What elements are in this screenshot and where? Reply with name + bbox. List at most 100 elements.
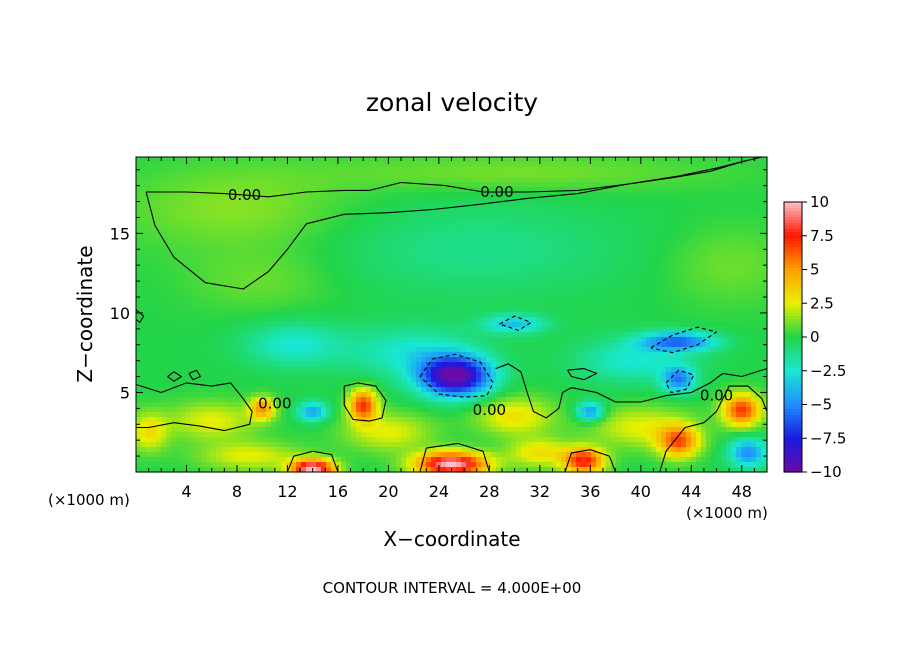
field-cell bbox=[231, 237, 237, 243]
field-cell bbox=[416, 252, 422, 258]
field-cell bbox=[556, 302, 562, 308]
field-cell bbox=[286, 157, 292, 163]
field-cell bbox=[401, 302, 407, 308]
field-cell bbox=[206, 182, 212, 188]
field-cell bbox=[201, 287, 207, 293]
field-cell bbox=[581, 307, 587, 313]
field-cell bbox=[331, 347, 337, 353]
field-cell bbox=[266, 302, 272, 308]
field-cell bbox=[246, 297, 252, 303]
field-cell bbox=[146, 222, 152, 228]
field-cell bbox=[406, 307, 412, 313]
field-cell bbox=[756, 247, 762, 253]
field-cell bbox=[401, 332, 407, 338]
field-cell bbox=[281, 282, 287, 288]
field-cell bbox=[721, 232, 727, 238]
field-cell bbox=[496, 232, 502, 238]
field-cell bbox=[551, 222, 557, 228]
field-cell bbox=[331, 157, 337, 163]
field-cell bbox=[401, 292, 407, 298]
field-cell bbox=[256, 327, 262, 333]
field-cell bbox=[661, 327, 667, 333]
field-cell bbox=[511, 297, 517, 303]
field-cell bbox=[246, 212, 252, 218]
field-cell bbox=[711, 242, 717, 248]
field-cell bbox=[676, 322, 682, 328]
field-cell bbox=[406, 287, 412, 293]
field-cell bbox=[226, 327, 232, 333]
field-cell bbox=[151, 267, 157, 273]
field-cell bbox=[496, 322, 502, 328]
field-cell bbox=[701, 182, 707, 188]
field-cell bbox=[691, 222, 697, 228]
field-cell bbox=[691, 257, 697, 263]
field-cell bbox=[426, 162, 432, 168]
field-cell bbox=[421, 177, 427, 183]
field-cell bbox=[236, 302, 242, 308]
field-cell bbox=[611, 217, 617, 223]
field-cell bbox=[621, 282, 627, 288]
field-cell bbox=[221, 302, 227, 308]
field-cell bbox=[231, 252, 237, 258]
field-cell bbox=[746, 347, 752, 353]
field-cell bbox=[316, 207, 322, 213]
field-cell bbox=[591, 262, 597, 268]
field-cell bbox=[221, 342, 227, 348]
field-cell bbox=[416, 232, 422, 238]
field-cell bbox=[666, 217, 672, 223]
field-cell bbox=[731, 237, 737, 243]
field-cell bbox=[621, 187, 627, 193]
field-cell bbox=[296, 217, 302, 223]
field-cell bbox=[286, 302, 292, 308]
field-cell bbox=[591, 212, 597, 218]
field-cell bbox=[451, 207, 457, 213]
field-cell bbox=[716, 172, 722, 178]
field-cell bbox=[686, 312, 692, 318]
field-cell bbox=[651, 242, 657, 248]
field-cell bbox=[506, 182, 512, 188]
field-cell bbox=[571, 317, 577, 323]
field-cell bbox=[306, 207, 312, 213]
field-cell bbox=[666, 212, 672, 218]
field-cell bbox=[581, 197, 587, 203]
field-cell bbox=[206, 187, 212, 193]
field-cell bbox=[496, 277, 502, 283]
field-cell bbox=[176, 207, 182, 213]
field-cell bbox=[476, 157, 482, 163]
field-cell bbox=[396, 307, 402, 313]
field-cell bbox=[596, 312, 602, 318]
field-cell bbox=[546, 317, 552, 323]
field-cell bbox=[586, 212, 592, 218]
field-cell bbox=[486, 162, 492, 168]
field-cell bbox=[251, 217, 257, 223]
field-cell bbox=[496, 287, 502, 293]
field-cell bbox=[611, 197, 617, 203]
field-cell bbox=[581, 247, 587, 253]
field-cell bbox=[446, 157, 452, 163]
field-cell bbox=[726, 217, 732, 223]
field-cell bbox=[151, 292, 157, 298]
field-cell bbox=[546, 327, 552, 333]
field-cell bbox=[366, 192, 372, 198]
field-cell bbox=[306, 267, 312, 273]
field-cell bbox=[681, 222, 687, 228]
field-cell bbox=[141, 162, 147, 168]
field-cell bbox=[316, 297, 322, 303]
field-cell bbox=[281, 187, 287, 193]
field-cell bbox=[691, 327, 697, 333]
field-cell bbox=[576, 247, 582, 253]
field-cell bbox=[511, 172, 517, 178]
field-cell bbox=[161, 247, 167, 253]
field-cell bbox=[511, 252, 517, 258]
field-cell bbox=[681, 262, 687, 268]
field-cell bbox=[726, 302, 732, 308]
field-cell bbox=[741, 257, 747, 263]
field-cell bbox=[336, 347, 342, 353]
field-cell bbox=[196, 277, 202, 283]
field-cell bbox=[506, 312, 512, 318]
field-cell bbox=[546, 212, 552, 218]
field-cell bbox=[161, 322, 167, 328]
field-cell bbox=[721, 172, 727, 178]
field-cell bbox=[681, 217, 687, 223]
field-cell bbox=[391, 302, 397, 308]
